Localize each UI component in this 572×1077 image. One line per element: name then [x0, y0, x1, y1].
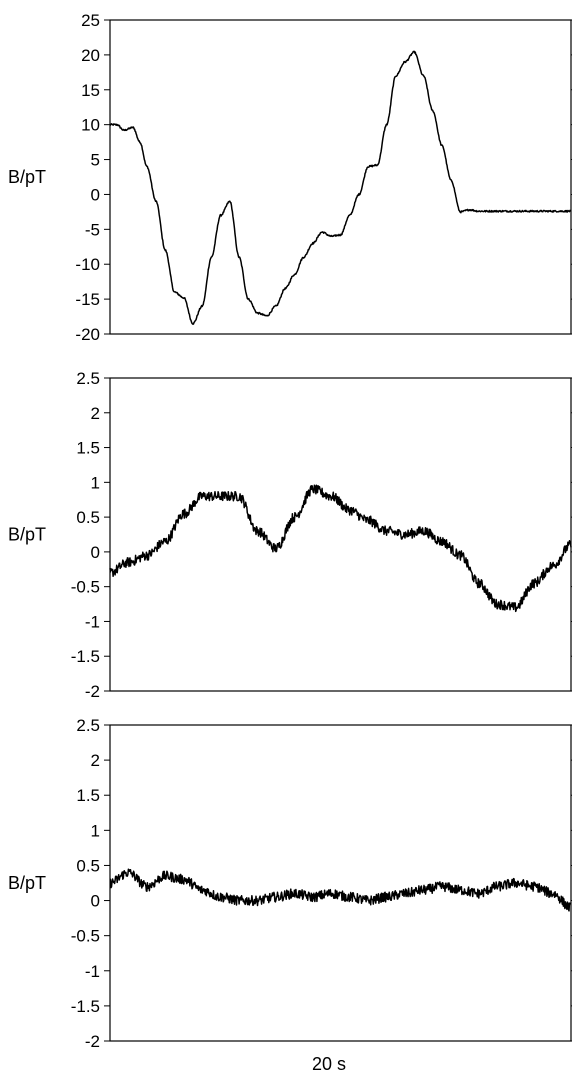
y-tick-label: 0	[91, 185, 100, 204]
y-tick-label: -10	[75, 255, 100, 274]
y-tick-label: 10	[81, 116, 100, 135]
y-tick-label: 1	[91, 473, 100, 492]
y-tick-label: -5	[85, 220, 100, 239]
y-tick-label: -15	[75, 290, 100, 309]
y-tick-label: 1.5	[76, 439, 100, 458]
bottom-series-line	[109, 868, 572, 912]
bottom-y-axis-label: B/pT	[8, 873, 46, 893]
bottom-panel: 2.5 2 1.5 1 0.5 0 -0.5 -1 -1.5 -2 B/pT	[8, 716, 572, 1051]
y-tick-label: 0.5	[76, 856, 100, 875]
y-tick-label: 2	[91, 404, 100, 423]
y-tick-label: 15	[81, 81, 100, 100]
middle-panel: 2.5 2 1.5 1 0.5 0 -0.5 -1 -1.5 -2 B/pT	[8, 369, 572, 701]
y-tick-label: 1.5	[76, 786, 100, 805]
y-tick-label: -2	[85, 1032, 100, 1051]
y-tick-label: -1.5	[71, 647, 100, 666]
y-tick-label: 0.5	[76, 508, 100, 527]
y-tick-label: -1	[85, 612, 100, 631]
y-tick-label: -0.5	[71, 578, 100, 597]
y-tick-label: -0.5	[71, 927, 100, 946]
middle-y-axis-label: B/pT	[8, 525, 46, 545]
top-series-line	[109, 50, 572, 325]
top-panel: 25 20 15 10 5 0 -5 -10 -15 -20 B/pT	[8, 11, 572, 344]
y-tick-label: 0	[91, 543, 100, 562]
y-tick-label: -1	[85, 962, 100, 981]
y-tick-label: 2	[91, 751, 100, 770]
x-axis-label: 20 s	[312, 1054, 346, 1074]
y-tick-label: 2.5	[76, 369, 100, 388]
middle-plot-frame	[109, 377, 572, 692]
y-tick-label: -2	[85, 682, 100, 701]
y-tick-label: 0	[91, 892, 100, 911]
y-tick-label: 20	[81, 46, 100, 65]
y-tick-label: 2.5	[76, 716, 100, 735]
top-y-axis-label: B/pT	[8, 167, 46, 187]
y-tick-label: 1	[91, 821, 100, 840]
y-tick-label: 25	[81, 11, 100, 30]
y-tick-label: -1.5	[71, 997, 100, 1016]
y-tick-label: -20	[75, 325, 100, 344]
middle-series-line	[109, 484, 572, 613]
top-plot-frame	[109, 19, 572, 335]
y-tick-label: 5	[91, 151, 100, 170]
